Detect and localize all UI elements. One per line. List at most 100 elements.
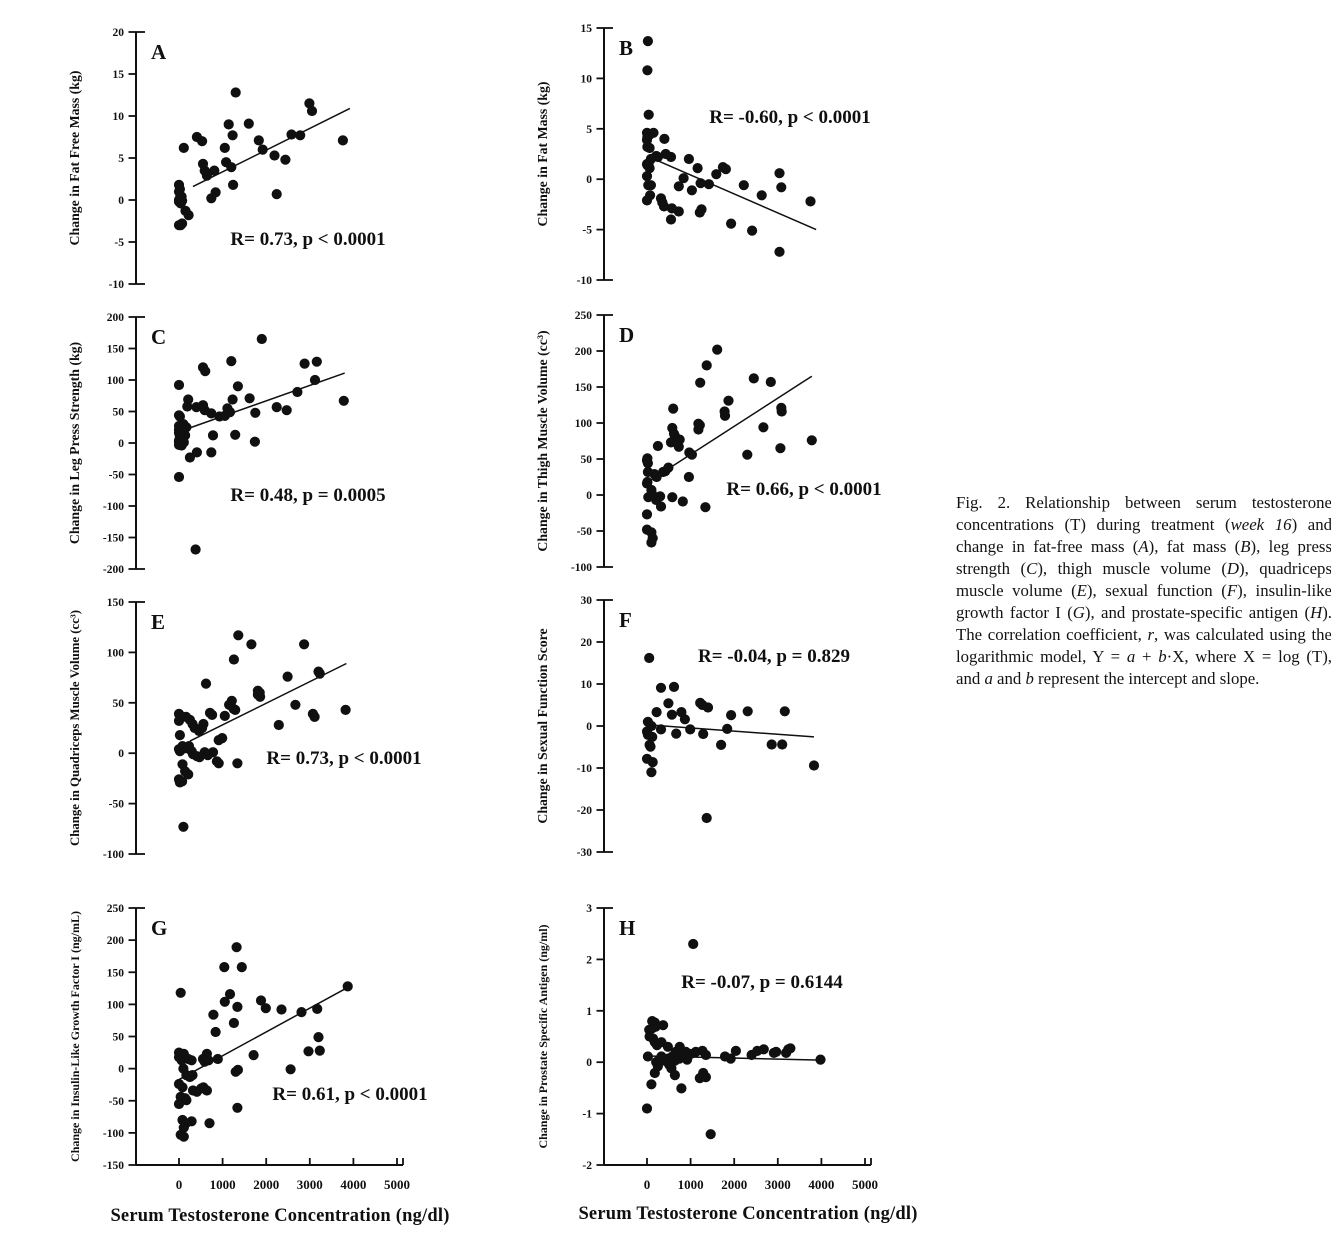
data-point	[226, 162, 237, 173]
y-tick-label: 10	[581, 73, 593, 85]
data-point	[645, 180, 656, 191]
data-point	[683, 471, 694, 483]
caption-segment: G	[1072, 603, 1085, 622]
data-point	[665, 437, 677, 448]
scatter-chart-H: 3 2 1 0 -1 -2 0 1000 2000 3000 4000 5000 Change in P…	[536, 903, 878, 1192]
figure-caption: Fig. 2. Relationship between serum testo…	[956, 492, 1331, 690]
y-axis-title: Change in Insulin-Like Growth Factor I (…	[68, 911, 82, 1162]
caption-segment: D	[1226, 559, 1240, 578]
data-point	[774, 168, 785, 179]
data-point	[665, 151, 677, 163]
caption-segment: Fig. 2. Relationship between serum testo…	[956, 493, 1331, 534]
caption-segment: b	[1025, 669, 1034, 688]
data-point	[213, 758, 224, 769]
data-point	[666, 709, 677, 720]
y-tick-label: 50	[113, 1032, 125, 1044]
data-point	[271, 189, 282, 200]
data-point	[207, 709, 218, 720]
data-point	[231, 942, 242, 953]
panel-thigh-muscle-volume: 250 200 150 100 50 0 -50 -100 Change in Thigh Mu…	[528, 295, 998, 580]
y-tick-label: -100	[571, 562, 592, 574]
y-tick-label: 150	[107, 344, 125, 356]
data-point	[178, 821, 189, 832]
data-point	[338, 395, 349, 406]
data-point	[286, 129, 297, 140]
y-tick-label: -100	[103, 1128, 124, 1140]
data-point	[337, 135, 348, 146]
data-point	[273, 719, 284, 731]
caption-segment: ), quadriceps muscle volume (	[956, 559, 1331, 600]
data-point	[295, 130, 306, 141]
y-tick-label: 50	[113, 407, 125, 419]
data-point	[642, 476, 653, 488]
data-point	[641, 171, 653, 182]
data-point	[197, 136, 208, 147]
data-point	[296, 1007, 307, 1018]
panel-leg-press-strength: 200 150 100 50 0 -50 -100 -150 -200 Change in Leg…	[60, 297, 530, 582]
data-point	[671, 728, 682, 739]
data-point	[175, 987, 186, 998]
correlation-annotation: R= 0.73, p < 0.0001	[230, 229, 385, 250]
caption-segment: , was calculated using the logarithmic m…	[956, 625, 1331, 666]
data-point	[342, 981, 353, 992]
data-point	[649, 1067, 660, 1079]
data-point	[686, 449, 697, 460]
caption-segment: ), thigh muscle volume (	[1037, 559, 1227, 578]
y-tick-label: -2	[582, 1160, 592, 1172]
data-point	[711, 169, 722, 180]
scatter-chart-B: 15 10 5 0 -5 -10 Change in Fat Mass (kg) B R= -0…	[535, 23, 871, 287]
data-point	[648, 127, 659, 138]
data-point	[642, 1051, 653, 1062]
y-tick-label: 250	[575, 310, 593, 322]
panel-letter: E	[151, 610, 165, 634]
data-point	[730, 1045, 741, 1056]
data-point	[190, 544, 201, 555]
data-point	[765, 376, 776, 388]
data-point	[212, 1053, 223, 1065]
correlation-annotation: R= 0.48, p = 0.0005	[230, 485, 385, 506]
x-tick-label: 3000	[297, 1177, 323, 1192]
data-point	[651, 471, 662, 483]
caption-segment: represent the intercept and slope.	[1033, 669, 1260, 688]
data-point	[210, 1026, 221, 1038]
x-tick-label: 4000	[340, 1177, 366, 1192]
caption-segment: A	[1138, 537, 1149, 556]
data-point	[256, 333, 267, 345]
data-point	[695, 178, 706, 189]
data-point	[652, 440, 663, 452]
data-point	[227, 394, 238, 405]
data-point	[228, 654, 239, 665]
data-point	[700, 1049, 711, 1061]
trend-line	[192, 107, 351, 188]
data-point	[257, 144, 268, 155]
y-tick-label: 15	[581, 23, 593, 35]
data-point	[290, 699, 301, 710]
data-point	[285, 1064, 296, 1075]
data-point	[198, 718, 209, 730]
caption-segment: E	[1076, 581, 1087, 600]
y-tick-label: -200	[103, 564, 124, 576]
data-point	[200, 366, 211, 377]
data-point	[644, 142, 655, 154]
data-point	[776, 406, 787, 417]
caption-segment: ), and prostate-specific antigen (	[1084, 603, 1311, 622]
caption-segment: +	[1135, 647, 1159, 666]
data-point	[312, 1003, 323, 1014]
y-tick-label: 10	[581, 679, 593, 691]
data-point	[658, 1020, 669, 1031]
correlation-annotation: R= -0.07, p = 0.6144	[681, 972, 843, 993]
data-point	[173, 379, 185, 391]
data-point	[184, 452, 195, 463]
caption-segment: ), fat mass (	[1148, 537, 1241, 556]
data-point	[204, 1118, 215, 1129]
y-axis-title: Change in Quadriceps Muscle Volume (cc³)	[68, 610, 82, 846]
caption-segment: and	[992, 669, 1026, 688]
y-tick-label: -30	[577, 847, 593, 859]
caption-segment: a	[1126, 647, 1136, 666]
y-tick-label: 15	[113, 69, 125, 81]
y-tick-label: 0	[118, 748, 124, 760]
y-tick-label: -20	[577, 805, 593, 817]
y-tick-label: -50	[577, 526, 593, 538]
data-point	[726, 710, 737, 721]
